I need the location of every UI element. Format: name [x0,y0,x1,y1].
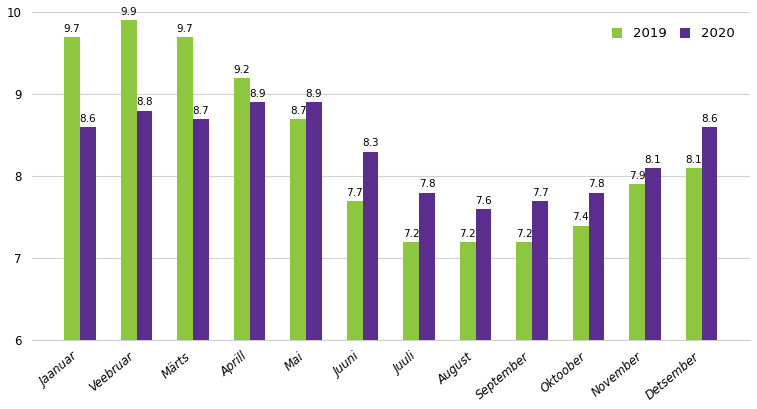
Bar [702,127,718,409]
Bar [64,37,80,409]
Text: 9.2: 9.2 [233,65,250,74]
Bar [363,152,378,409]
Bar [573,225,588,409]
Text: 7.4: 7.4 [572,212,589,222]
Bar [347,201,363,409]
Text: 8.1: 8.1 [645,155,662,165]
Text: 8.7: 8.7 [290,106,307,116]
Text: 7.2: 7.2 [403,229,419,238]
Text: 7.7: 7.7 [346,188,363,198]
Bar [686,168,702,409]
Text: 7.6: 7.6 [475,196,492,206]
Text: 7.2: 7.2 [459,229,476,238]
Text: 8.6: 8.6 [79,114,96,124]
Text: 9.7: 9.7 [177,24,194,34]
Legend: 2019, 2020: 2019, 2020 [606,22,740,46]
Text: 7.2: 7.2 [516,229,532,238]
Text: 8.3: 8.3 [362,138,378,148]
Bar [290,119,306,409]
Bar [475,209,491,409]
Bar [516,242,532,409]
Text: 8.9: 8.9 [249,89,266,99]
Bar [80,127,96,409]
Bar [629,184,645,409]
Bar [193,119,209,409]
Text: 8.6: 8.6 [701,114,718,124]
Bar [250,103,266,409]
Text: 7.8: 7.8 [419,180,435,189]
Text: 8.9: 8.9 [306,89,322,99]
Bar [459,242,475,409]
Text: 8.7: 8.7 [192,106,209,116]
Bar [234,78,250,409]
Bar [177,37,193,409]
Text: 9.9: 9.9 [120,7,137,17]
Text: 8.1: 8.1 [685,155,702,165]
Text: 7.7: 7.7 [531,188,548,198]
Bar [120,20,136,409]
Text: 7.9: 7.9 [629,171,646,181]
Bar [532,201,548,409]
Text: 9.7: 9.7 [64,24,80,34]
Bar [306,103,322,409]
Bar [403,242,419,409]
Text: 8.8: 8.8 [136,97,153,108]
Bar [588,193,604,409]
Bar [645,168,661,409]
Bar [419,193,435,409]
Text: 7.8: 7.8 [588,180,605,189]
Bar [136,111,152,409]
